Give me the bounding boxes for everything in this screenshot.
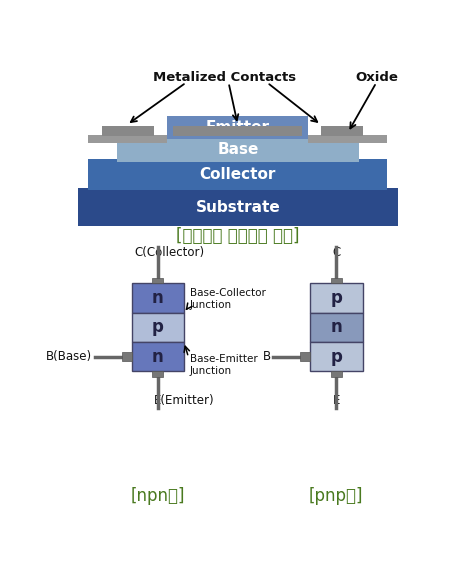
Bar [167, 116, 307, 140]
Text: n: n [151, 348, 163, 366]
Bar [173, 126, 302, 136]
Text: Collector: Collector [199, 168, 275, 182]
Text: n: n [151, 289, 163, 307]
Bar [101, 126, 154, 136]
Text: Oxide: Oxide [354, 72, 397, 85]
Bar [309, 313, 362, 342]
Text: Emitter: Emitter [205, 121, 269, 136]
Bar [300, 352, 309, 361]
Text: Base-Collector
Junction: Base-Collector Junction [190, 288, 265, 309]
Bar [131, 342, 183, 371]
Bar [121, 352, 131, 361]
Text: B: B [262, 350, 270, 363]
Text: [에피택셀 플레이너 구조]: [에피택셀 플레이너 구조] [175, 228, 299, 245]
Bar [330, 371, 341, 376]
Bar [117, 136, 359, 162]
Text: B(Base): B(Base) [46, 350, 92, 363]
Bar [131, 284, 183, 313]
Text: [pnp형]: [pnp형] [308, 487, 363, 505]
Text: C: C [332, 246, 340, 259]
Bar [88, 160, 386, 190]
Text: p: p [330, 348, 342, 366]
Text: E(Emitter): E(Emitter) [154, 394, 214, 407]
Bar [309, 342, 362, 371]
Bar [152, 371, 163, 376]
Text: [npn형]: [npn형] [130, 487, 185, 505]
Text: E: E [332, 394, 339, 407]
Bar [152, 278, 163, 284]
Bar [330, 278, 341, 284]
Text: Base-Emitter
Junction: Base-Emitter Junction [190, 354, 257, 376]
Text: p: p [330, 289, 342, 307]
Text: Base: Base [217, 142, 258, 157]
Text: C(Collector): C(Collector) [134, 246, 204, 259]
Bar [309, 284, 362, 313]
Bar [88, 135, 167, 142]
Bar [307, 135, 386, 142]
Text: Substrate: Substrate [195, 200, 280, 214]
Text: p: p [151, 319, 163, 336]
Text: n: n [330, 319, 342, 336]
Text: Metalized Contacts: Metalized Contacts [153, 72, 296, 85]
Bar [131, 313, 183, 342]
Bar [78, 188, 397, 227]
Bar [320, 126, 363, 136]
